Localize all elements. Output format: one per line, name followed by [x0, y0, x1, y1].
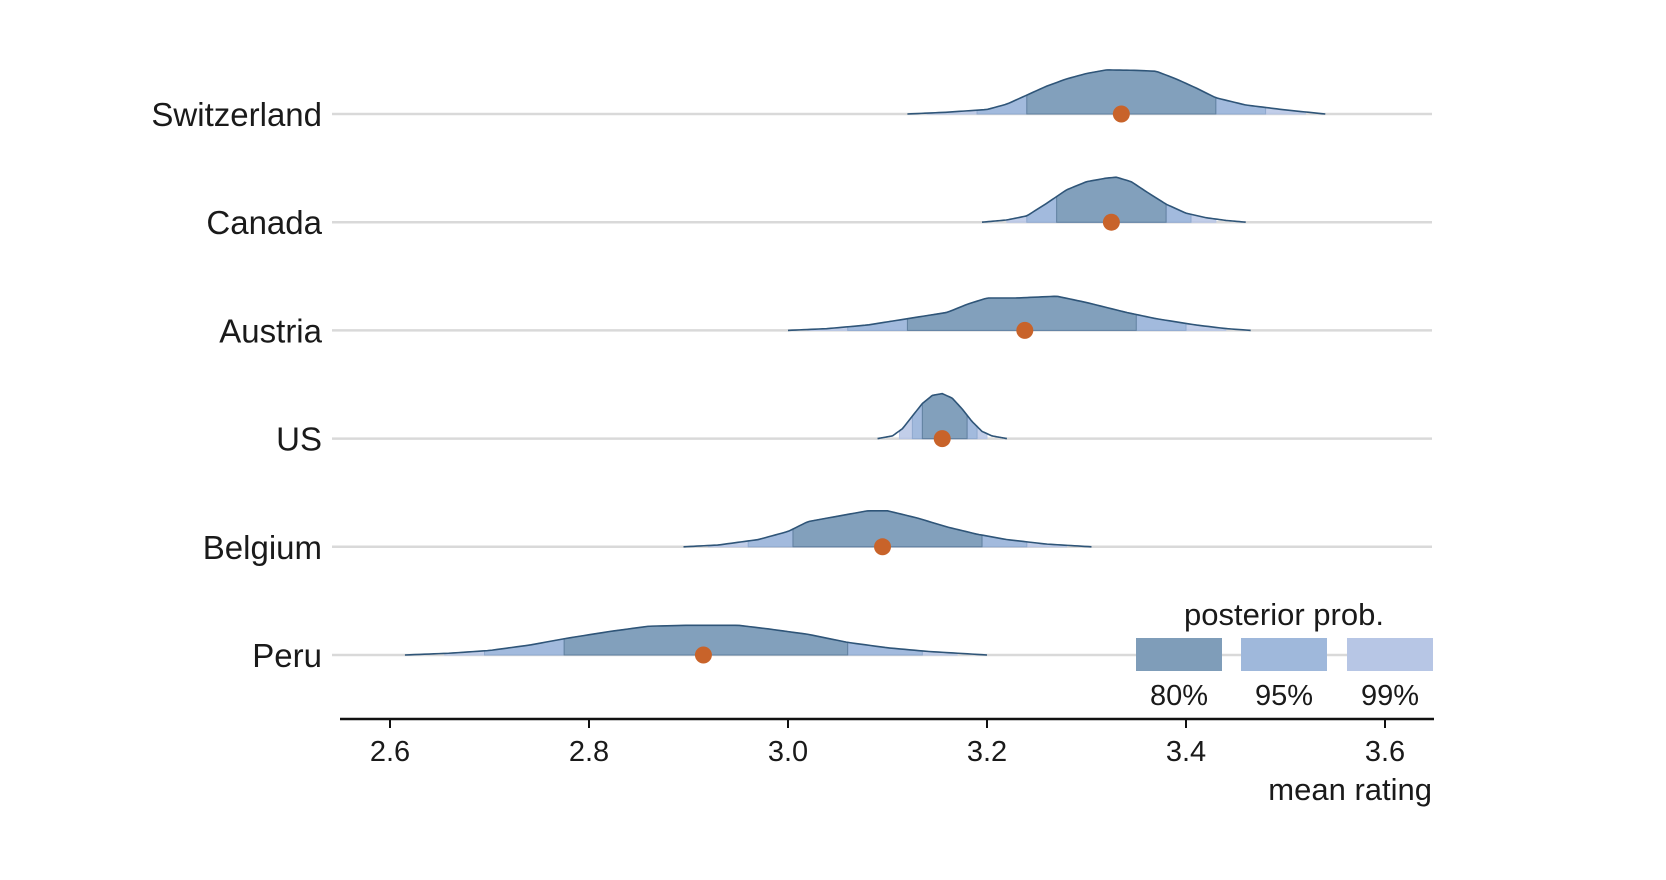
- category-label: Austria: [219, 312, 322, 349]
- legend-label: 99%: [1361, 680, 1419, 712]
- ridge-canada: Canada: [206, 176, 1432, 241]
- x-axis: 2.6 2.8 3.0 3.2 3.4 3.6 mean rating: [340, 717, 1434, 807]
- category-label: US: [276, 421, 322, 458]
- category-label: Canada: [206, 204, 322, 241]
- x-tick-label: 2.6: [370, 736, 410, 768]
- category-label: Belgium: [203, 529, 322, 566]
- x-axis-ticks: 2.6 2.8 3.0 3.2 3.4 3.6: [370, 719, 1405, 768]
- x-tick-label: 3.6: [1365, 736, 1405, 768]
- ridge-belgium: Belgium: [203, 510, 1432, 566]
- ridge-us: US: [276, 392, 1432, 458]
- point-estimate-austria: [1016, 321, 1034, 339]
- x-tick-label: 3.2: [967, 736, 1007, 768]
- legend-swatch-95: [1241, 638, 1327, 671]
- point-estimate-belgium: [874, 538, 892, 556]
- density-outline: [981, 176, 1246, 223]
- legend-swatch-80: [1136, 638, 1222, 671]
- legend-items: 80% 95% 99%: [1136, 638, 1433, 712]
- density-outline: [787, 295, 1251, 332]
- legend-label: 95%: [1255, 680, 1313, 712]
- category-label: Switzerland: [151, 96, 322, 133]
- density-outline: [683, 510, 1092, 548]
- x-tick-label: 2.8: [569, 736, 609, 768]
- point-estimate-canada: [1102, 213, 1120, 231]
- legend-swatch-99: [1347, 638, 1433, 671]
- point-estimate-peru: [694, 646, 712, 664]
- category-label: Peru: [252, 637, 322, 674]
- density-outline: [907, 69, 1326, 115]
- legend-title: posterior prob.: [1184, 597, 1384, 632]
- x-tick-label: 3.4: [1166, 736, 1206, 768]
- ridge-austria: Austria: [219, 295, 1432, 349]
- point-estimate-switzerland: [1112, 105, 1130, 123]
- legend-label: 80%: [1150, 680, 1208, 712]
- x-axis-title: mean rating: [1268, 772, 1432, 807]
- ridges-layer: Switzerland Canada Austria US Belgium Peru: [151, 69, 1432, 674]
- x-tick-label: 3.0: [768, 736, 808, 768]
- legend: posterior prob. 80% 95% 99%: [1136, 597, 1433, 712]
- density-outline: [877, 392, 1008, 440]
- point-estimate-us: [933, 430, 951, 448]
- density-outline: [404, 624, 988, 656]
- ridge-switzerland: Switzerland: [151, 69, 1432, 133]
